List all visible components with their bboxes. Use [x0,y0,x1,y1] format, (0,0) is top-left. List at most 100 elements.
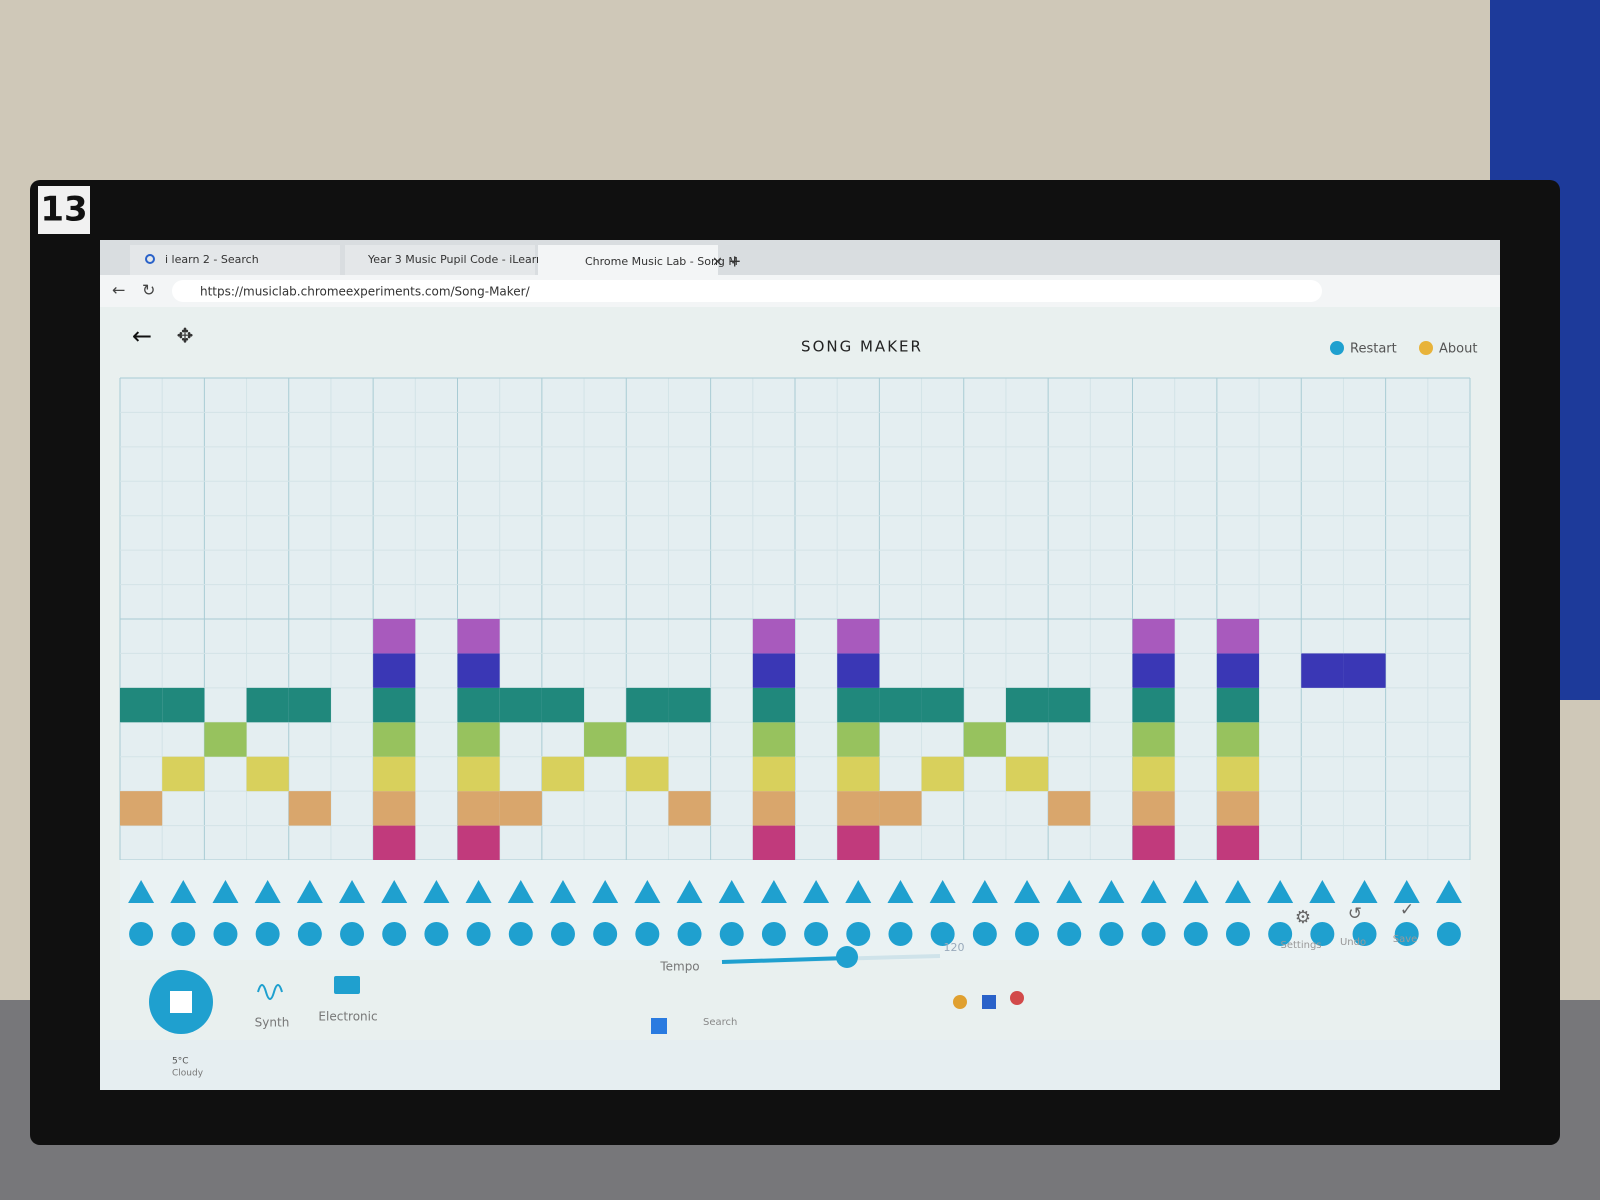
percussion-triangle [465,880,492,903]
tempo-knob[interactable] [836,946,858,968]
percussion-circle [1225,922,1250,946]
note [837,825,880,860]
note [1343,653,1386,688]
note [373,756,416,792]
url-field[interactable] [172,280,1322,302]
note [837,619,880,654]
save-button[interactable]: Save [1393,934,1418,945]
undo-button[interactable]: Undo [1340,937,1366,948]
electronic-button[interactable]: Electronic [318,1010,377,1024]
percussion-triangle [760,880,787,903]
percussion-circle [255,922,280,946]
percussion-circle [1310,922,1335,946]
note [373,653,416,688]
note [584,722,627,757]
weather: Cloudy [172,1069,204,1079]
electronic-icon[interactable] [334,976,360,994]
note [162,687,205,723]
undo-icon[interactable]: ↺ [1348,904,1362,924]
note [457,687,500,723]
note [837,687,880,723]
tab[interactable] [345,245,535,275]
note [246,756,289,792]
url[interactable]: https://musiclab.chromeexperiments.com/S… [200,285,531,299]
tempo-value: 120 [944,941,965,954]
percussion-circle [1394,922,1419,946]
note [1216,653,1260,688]
percussion-triangle [1224,880,1251,903]
note [204,722,247,757]
settings-button[interactable]: Settings [1280,940,1321,951]
note [457,653,500,688]
taskbar-search[interactable]: Search [703,1017,737,1028]
tab-title[interactable]: Year 3 Music Pupil Code - iLearn2 [367,253,550,266]
percussion-triangle [170,880,197,903]
new-tab[interactable]: + [728,252,741,271]
note [1216,791,1260,826]
save-icon[interactable]: ✓ [1400,900,1414,920]
percussion-triangle [549,880,576,903]
note [373,791,416,826]
percussion-triangle [845,880,872,903]
tab-title[interactable]: Chrome Music Lab - Song M [585,255,738,268]
note [373,722,416,757]
percussion-circle [761,922,786,946]
note [457,756,500,792]
percussion-triangle [1435,880,1462,903]
synth-icon[interactable] [257,984,283,1000]
percussion-circle [1436,922,1461,946]
reload-button[interactable]: ↻ [142,281,155,300]
note [837,791,880,826]
percussion [120,860,1470,960]
percussion-circle [1057,922,1082,946]
move-icon[interactable]: ✥ [177,324,194,348]
tempo-label: Tempo [659,960,699,974]
stop-icon [170,991,192,1013]
note [752,756,795,792]
percussion-triangle [1014,880,1041,903]
note [1048,687,1091,723]
percussion-triangle [971,880,998,903]
percussion-triangle [1182,880,1209,903]
note [1005,687,1049,723]
note [921,756,964,792]
percussion-triangle [423,880,450,903]
percussion-circle [846,922,871,946]
note [879,791,922,826]
note [1132,722,1175,757]
app-icon[interactable] [1010,991,1024,1005]
note [752,791,795,826]
about-button[interactable]: About [1439,342,1477,357]
tab[interactable] [130,245,340,275]
settings-icon[interactable]: ⚙ [1295,907,1311,928]
note [541,756,585,792]
note [837,756,880,792]
restart-button[interactable]: Restart [1350,342,1397,357]
percussion-circle [466,922,491,946]
percussion-triangle [1098,880,1125,903]
note [162,756,205,792]
taskbar [100,1040,1500,1090]
note [963,722,1006,757]
melody-notes [120,619,1386,860]
note [1216,619,1260,654]
monitor-sticker [38,186,90,234]
tab-close[interactable]: × [712,255,723,270]
tab-icon [145,254,155,264]
start-button[interactable] [651,1018,667,1034]
note [626,756,669,792]
app-icon[interactable] [953,995,967,1009]
percussion-triangle [929,880,956,903]
percussion-circle [1015,922,1040,946]
back-button[interactable]: ← [112,281,125,300]
about-icon[interactable] [1419,341,1433,355]
tab-title[interactable]: i learn 2 - Search [165,253,259,266]
percussion-circle [1352,922,1377,946]
app-icon[interactable] [982,995,996,1009]
restart-icon[interactable] [1330,341,1344,355]
note [921,687,964,723]
tab-active[interactable] [538,245,718,275]
percussion-triangle [1267,880,1294,903]
synth-button[interactable]: Synth [255,1016,290,1030]
app-back[interactable]: ← [132,322,152,350]
